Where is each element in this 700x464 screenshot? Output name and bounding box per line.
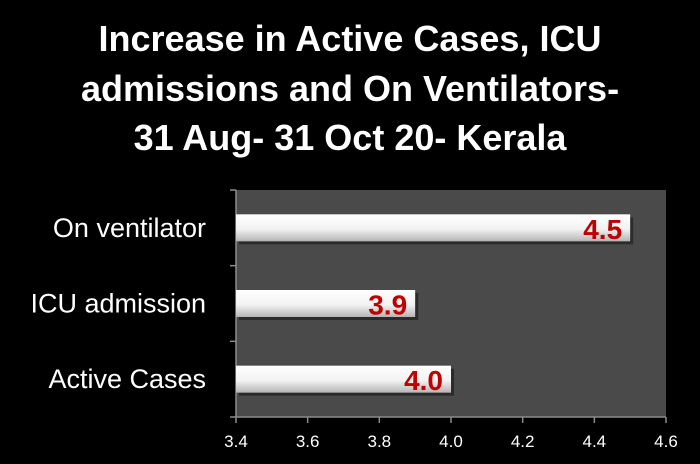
- category-label: Active Cases: [48, 364, 206, 394]
- x-tick-label: 3.4: [224, 432, 248, 451]
- chart-title-line-1: Increase in Active Cases, ICU: [99, 18, 602, 59]
- data-labels: 4.0 3.9 4.5: [368, 214, 622, 396]
- bar-active-cases: [236, 365, 451, 393]
- bar-icu-admission: [236, 290, 416, 317]
- x-tick-label: 4.0: [439, 432, 463, 451]
- x-tick-label: 3.8: [368, 432, 392, 451]
- tick-labels: 3.4 3.6 3.8 4.0 4.2 4.4 4.6: [224, 432, 678, 451]
- category-label: On ventilator: [53, 213, 206, 243]
- data-label: 3.9: [368, 290, 407, 321]
- x-tick-label: 4.4: [583, 432, 607, 451]
- chart-title: Increase in Active Cases, ICU admissions…: [81, 18, 619, 158]
- bars: [236, 214, 634, 396]
- category-label: ICU admission: [30, 289, 206, 319]
- x-tick-label: 3.6: [296, 432, 320, 451]
- data-label: 4.0: [404, 365, 443, 396]
- chart-title-line-3: 31 Aug- 31 Oct 20- Kerala: [134, 117, 568, 158]
- x-tick-label: 4.6: [654, 432, 678, 451]
- bar-on-ventilator: [236, 214, 631, 242]
- chart-title-line-2: admissions and On Ventilators-: [81, 68, 619, 109]
- category-labels: Active Cases ICU admission On ventilator: [30, 213, 206, 394]
- x-tick-label: 4.2: [511, 432, 535, 451]
- data-label: 4.5: [583, 214, 622, 245]
